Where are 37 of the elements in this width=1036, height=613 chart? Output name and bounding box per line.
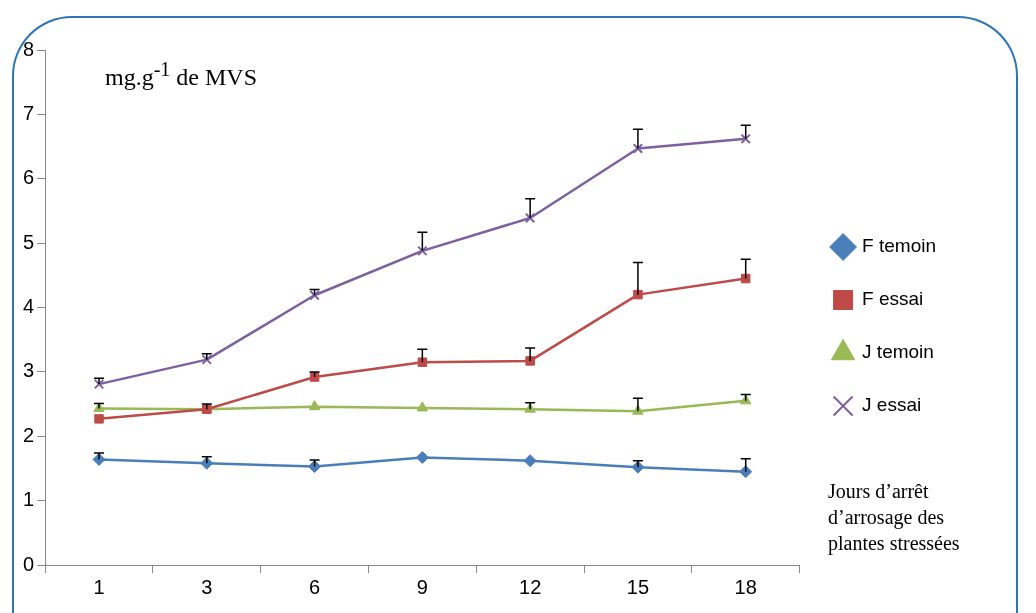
point [417, 245, 428, 257]
point [524, 212, 536, 224]
y-tick-label: 7 [23, 101, 35, 124]
x-tick-label: 18 [734, 575, 757, 598]
y-tick-label: 2 [23, 423, 35, 446]
x-tick-label: 6 [309, 575, 321, 598]
legend-label: J temoin [862, 341, 934, 363]
point [740, 133, 751, 145]
point [416, 401, 429, 412]
point [523, 454, 537, 468]
point [739, 465, 753, 479]
y-tick-label: 1 [23, 488, 35, 511]
y-tick-label: 5 [23, 230, 35, 253]
point [632, 143, 644, 154]
y-tick-label: 0 [23, 552, 35, 575]
point [415, 450, 429, 464]
point [309, 290, 320, 301]
point [94, 414, 104, 424]
x-tick-label: 12 [519, 575, 542, 598]
x-tick-label: 15 [626, 575, 650, 598]
legend-label: F temoin [862, 235, 937, 257]
y-tick-label: 3 [23, 359, 35, 382]
point [201, 354, 213, 365]
point [93, 378, 105, 390]
x-tick-label: 3 [201, 575, 213, 598]
legend-label: F essai [862, 288, 924, 310]
point [308, 400, 321, 411]
y-tick-label: 8 [23, 37, 35, 60]
x-axis-title: Jours d’arrêt d’arrosage des plantes stressées [828, 479, 961, 556]
y-tick-label: 6 [23, 166, 35, 189]
x-tick-label: 9 [416, 575, 428, 598]
x-tick-label: 1 [93, 575, 105, 598]
point [740, 273, 751, 284]
point [417, 357, 428, 367]
y-axis-title: mg.g$^{-1}$ de MVS [105, 58, 258, 91]
legend-label: J essai [862, 394, 922, 416]
y-tick-label: 4 [23, 295, 35, 318]
